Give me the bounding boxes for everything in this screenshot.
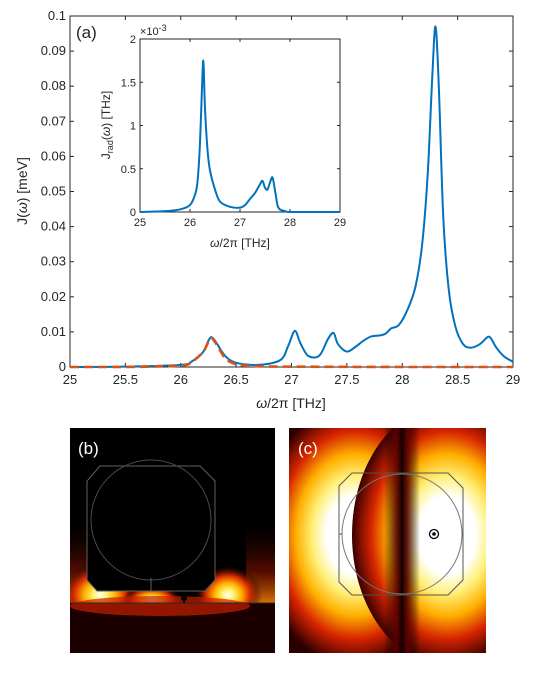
inset-x-tick-label: 25 <box>134 217 146 229</box>
inset-x-tick-label: 26 <box>184 217 196 229</box>
inset-x-tick-label: 29 <box>334 217 346 229</box>
panel-c-resonator-outline <box>338 472 464 596</box>
main-y-tick-label: 0 <box>59 359 66 374</box>
panel-label-b: (b) <box>78 439 99 458</box>
inset-series-solid-line <box>139 59 340 213</box>
panel-label-c: (c) <box>298 439 318 458</box>
main-y-axis-label: J(ω) [meV] <box>14 157 30 225</box>
main-x-tick-label: 28.5 <box>445 372 470 387</box>
panel-label-a: (a) <box>76 23 97 42</box>
main-y-tick-label: 0.05 <box>41 184 66 199</box>
main-y-tick-label: 0.08 <box>41 78 66 93</box>
panel-b-resonator-outline <box>86 465 216 592</box>
main-series-dashed-line <box>70 336 513 369</box>
main-y-tick-label: 0.1 <box>48 8 66 23</box>
inset-x-tick-label: 28 <box>284 217 296 229</box>
panel-c-center-seam <box>384 428 420 653</box>
inset-y-tick-label: 1.5 <box>121 77 136 89</box>
main-y-tick-label: 0.04 <box>41 219 66 234</box>
panel-b-field-map: (b) <box>70 428 275 653</box>
inset-y-tick-label: 0.5 <box>121 164 136 176</box>
inset-plot: 25 26 27 28 29 0 0.5 1 1.5 2 ×10-3 ω/2π [THz] Jra… <box>99 23 346 250</box>
main-axis-ticks: 25 25.5 26 26.5 27 27.5 28 28.5 29 0 0.01 0.02 0.03 0… <box>41 8 521 387</box>
inset-scale-note: ×10-3 <box>140 23 167 38</box>
main-x-tick-label: 26.5 <box>223 372 248 387</box>
main-x-tick-label: 29 <box>506 372 520 387</box>
main-y-tick-label: 0.06 <box>41 148 66 163</box>
inset-y-axis-label: Jrad(ω) [THz] <box>99 91 115 159</box>
main-y-tick-label: 0.02 <box>41 289 66 304</box>
inset-y-tick-label: 2 <box>130 34 136 46</box>
main-y-tick-label: 0.01 <box>41 324 66 339</box>
main-x-axis-label: ω/2π [THz] <box>256 395 326 411</box>
inset-x-axis-label: ω/2π [THz] <box>210 236 270 250</box>
panel-c-lobe-right <box>352 428 486 653</box>
panel-b-dipole-marker <box>181 595 187 601</box>
main-series-group <box>69 25 514 369</box>
inset-y-tick-label: 1 <box>130 121 136 133</box>
inset-plot-area <box>139 38 341 213</box>
panel-b-substrate-glow <box>70 596 250 616</box>
main-x-tick-label: 28 <box>395 372 409 387</box>
main-x-tick-label: 27 <box>284 372 298 387</box>
main-x-tick-label: 26 <box>174 372 188 387</box>
main-y-tick-label: 0.03 <box>41 254 66 269</box>
main-x-tick-label: 27.5 <box>334 372 359 387</box>
inset-y-tick-label: 0 <box>130 207 136 219</box>
panel-c-dipole-dot <box>432 532 436 536</box>
inset-axis-ticks: 25 26 27 28 29 0 0.5 1 1.5 2 <box>121 34 346 229</box>
main-y-tick-label: 0.07 <box>41 113 66 128</box>
inset-series-group <box>139 59 340 213</box>
inset-x-tick-label: 27 <box>234 217 246 229</box>
main-x-tick-label: 25.5 <box>113 372 138 387</box>
main-y-tick-label: 0.09 <box>41 43 66 58</box>
main-x-tick-label: 25 <box>63 372 77 387</box>
panel-c-field-map: (c) <box>289 428 486 653</box>
